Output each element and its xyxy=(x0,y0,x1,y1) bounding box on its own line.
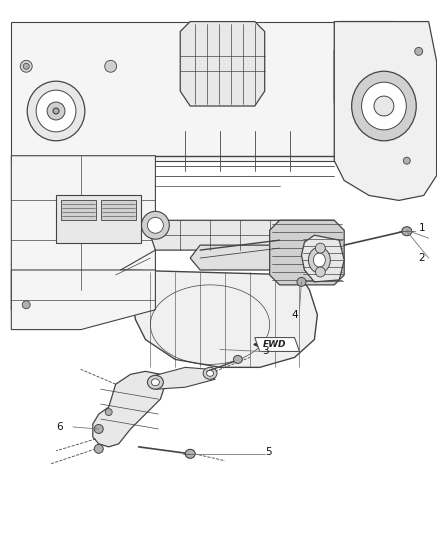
Ellipse shape xyxy=(297,278,306,286)
Ellipse shape xyxy=(148,217,163,233)
Ellipse shape xyxy=(20,60,32,72)
Ellipse shape xyxy=(152,379,159,386)
Ellipse shape xyxy=(148,375,163,389)
Ellipse shape xyxy=(141,212,170,239)
Ellipse shape xyxy=(374,96,394,116)
Ellipse shape xyxy=(94,424,103,433)
Bar xyxy=(101,200,135,220)
Text: FWD: FWD xyxy=(263,340,286,349)
Ellipse shape xyxy=(105,409,112,416)
Ellipse shape xyxy=(27,81,85,141)
Polygon shape xyxy=(11,270,155,329)
Text: 2: 2 xyxy=(419,253,425,263)
Ellipse shape xyxy=(362,82,406,130)
Ellipse shape xyxy=(105,60,117,72)
Ellipse shape xyxy=(22,301,30,309)
Ellipse shape xyxy=(203,367,217,379)
Text: 3: 3 xyxy=(262,346,268,357)
Polygon shape xyxy=(120,270,318,367)
Polygon shape xyxy=(180,21,265,106)
Bar xyxy=(61,200,96,220)
Ellipse shape xyxy=(185,449,195,458)
Polygon shape xyxy=(150,220,339,250)
Ellipse shape xyxy=(415,47,423,55)
Text: 6: 6 xyxy=(56,422,63,432)
Text: 1: 1 xyxy=(419,223,425,233)
Polygon shape xyxy=(11,156,155,310)
Ellipse shape xyxy=(314,253,325,267)
Polygon shape xyxy=(155,367,215,389)
Text: 4: 4 xyxy=(292,310,298,320)
Ellipse shape xyxy=(53,108,59,114)
Ellipse shape xyxy=(315,267,325,277)
Polygon shape xyxy=(93,372,165,447)
Polygon shape xyxy=(334,21,434,175)
Ellipse shape xyxy=(94,445,103,453)
Polygon shape xyxy=(255,337,300,351)
Ellipse shape xyxy=(402,227,412,236)
Polygon shape xyxy=(190,245,339,270)
Polygon shape xyxy=(334,21,437,200)
Ellipse shape xyxy=(352,71,416,141)
Ellipse shape xyxy=(23,63,29,69)
Ellipse shape xyxy=(47,102,65,120)
Ellipse shape xyxy=(36,90,76,132)
Ellipse shape xyxy=(315,243,325,253)
Ellipse shape xyxy=(233,356,242,364)
Ellipse shape xyxy=(308,247,330,273)
Polygon shape xyxy=(301,235,344,282)
Polygon shape xyxy=(11,21,334,160)
Ellipse shape xyxy=(207,370,214,376)
Bar xyxy=(56,196,141,243)
Text: 5: 5 xyxy=(265,447,271,457)
Polygon shape xyxy=(270,220,344,285)
Ellipse shape xyxy=(403,157,410,164)
